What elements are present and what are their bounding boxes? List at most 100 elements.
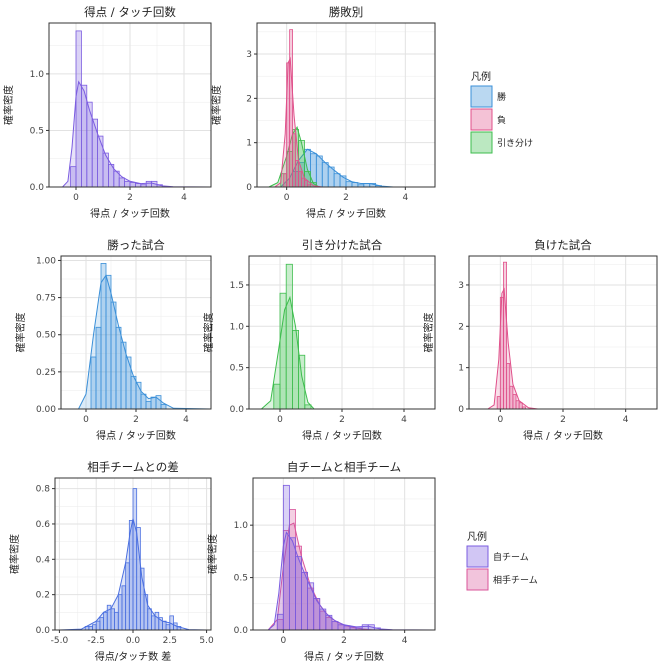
axis-ticks: 0 2 4 0 1 2 3: [246, 50, 408, 203]
y-tick-label: 2: [246, 94, 252, 104]
x-tick-label: 0: [497, 415, 503, 425]
legend-swatch-opp: [466, 568, 489, 591]
y-axis-label: 確率密度: [210, 85, 223, 125]
legend-title: 凡例: [471, 70, 491, 83]
series-draw: [261, 263, 435, 410]
series-lose: [487, 261, 657, 410]
x-tick-label: 0: [277, 415, 283, 425]
y-tick-label: 1.00: [36, 256, 56, 266]
y-tick-label: 1.0: [230, 322, 245, 332]
x-tick-label: 4: [623, 415, 629, 425]
y-tick-label: 0.2: [36, 591, 50, 601]
x-axis-label: 得点/タッチ数 差: [95, 650, 172, 663]
x-tick-label: 4: [401, 415, 407, 425]
y-tick-label: 0.6: [36, 520, 51, 530]
chart-title: 自チームと相手チーム: [287, 460, 401, 474]
series-self: [267, 484, 436, 631]
x-tick-label: 0: [83, 415, 89, 425]
series-self: [62, 30, 212, 188]
y-tick-label: 0.00: [36, 405, 56, 415]
density-area: [268, 523, 435, 630]
y-tick-label: 0.50: [36, 331, 56, 341]
y-tick-label: 0.5: [234, 574, 248, 584]
y-tick-label: 2: [458, 322, 464, 332]
x-axis-label: 得点 / タッチ回数: [523, 429, 603, 442]
density-area: [274, 58, 435, 187]
y-tick-label: 0.5: [30, 126, 44, 136]
y-axis-label: 確率密度: [2, 85, 15, 125]
x-tick-label: -2.5: [87, 636, 105, 646]
x-tick-label: 0: [73, 193, 79, 203]
y-tick-label: 1.5: [230, 281, 244, 291]
x-axis-label: 得点 / タッチ回数: [304, 650, 384, 663]
y-tick-label: 0.5: [230, 364, 244, 374]
density-line: [274, 56, 435, 188]
chart-title: 相手チームとの差: [87, 460, 179, 474]
density-line: [280, 148, 435, 188]
chart-title: 得点 / タッチ回数: [84, 5, 176, 19]
y-tick-label: 0.0: [36, 626, 51, 636]
density-area: [268, 127, 435, 187]
legend-label: 自チーム: [493, 551, 529, 563]
axis-ticks: 0 2 4 0.00 0.25 0.50 0.75 1.00: [36, 256, 189, 425]
y-tick-label: 0.4: [36, 555, 51, 565]
density-line: [78, 274, 212, 410]
density-area: [268, 532, 435, 630]
y-tick-label: 3: [246, 50, 252, 60]
density-line: [267, 531, 436, 631]
legend-label: 相手チーム: [493, 574, 538, 586]
density-line: [261, 295, 435, 410]
x-tick-label: 4: [402, 193, 408, 203]
x-tick-label: 2.5: [163, 636, 177, 646]
y-axis-label: 確率密度: [8, 534, 21, 574]
density-area: [487, 289, 657, 409]
y-tick-label: 1: [246, 139, 252, 149]
y-tick-label: 0.8: [36, 485, 51, 495]
y-tick-label: 0: [246, 183, 252, 193]
legend-swatch-lose: [470, 108, 493, 131]
density-area: [78, 275, 211, 409]
axis-ticks: 0 2 4 0.0 0.5 1.0: [234, 521, 408, 646]
legend-label: 負: [497, 114, 506, 126]
series-win: [78, 263, 212, 410]
legend-swatch-draw: [470, 131, 493, 154]
x-tick-label: 2: [343, 193, 349, 203]
x-tick-label: 0: [284, 193, 290, 203]
series-opp: [267, 509, 435, 631]
x-tick-label: 2: [560, 415, 566, 425]
y-tick-label: 0: [458, 405, 464, 415]
density-line: [59, 518, 207, 631]
y-tick-label: 0.75: [36, 294, 56, 304]
axis-ticks: 0 2 4 0 1 2 3: [458, 281, 629, 425]
x-tick-label: 4: [181, 193, 187, 203]
y-tick-label: 0.0: [230, 405, 245, 415]
y-tick-label: 0.0: [234, 626, 249, 636]
density-area: [280, 149, 435, 187]
x-axis-label: 得点 / タッチ回数: [302, 429, 382, 442]
y-tick-label: 0.25: [36, 368, 56, 378]
legend-swatch-self: [466, 545, 489, 568]
y-axis-label: 確率密度: [206, 534, 219, 574]
density-area: [261, 297, 435, 409]
gridlines: [61, 256, 211, 410]
x-tick-label: 0: [280, 636, 286, 646]
y-tick-label: 0.0: [30, 183, 45, 193]
x-axis-label: 得点 / タッチ回数: [90, 207, 170, 220]
chart-title: 引き分けた試合: [302, 238, 383, 252]
legend-label: 引き分け: [497, 138, 533, 149]
series-diff: [59, 488, 207, 631]
axis-ticks: 0 2 4 0.0 0.5 1.0: [30, 70, 187, 203]
x-tick-label: 2: [127, 193, 133, 203]
legend-swatch-win: [470, 85, 493, 108]
x-tick-label: 2: [133, 415, 139, 425]
y-tick-label: 1.0: [30, 70, 45, 80]
chart-title: 負けた試合: [534, 238, 592, 252]
series-lose: [274, 29, 435, 188]
